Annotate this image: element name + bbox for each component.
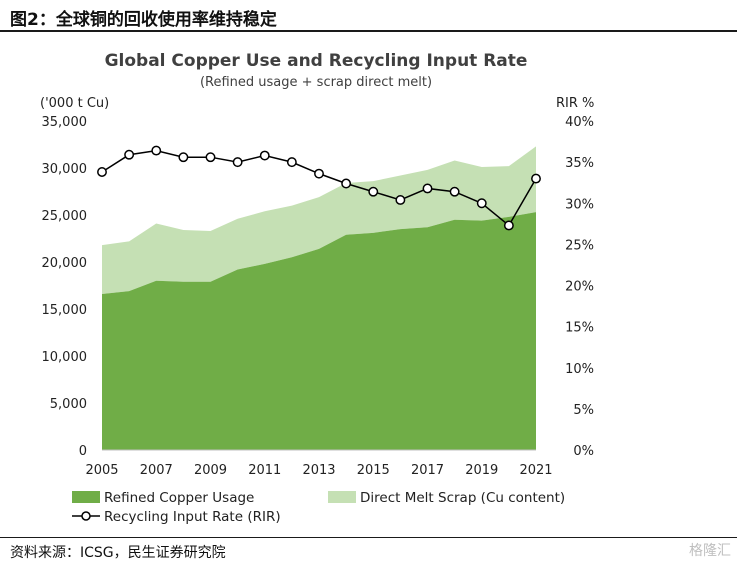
y-left-tick-label: 20,000: [42, 256, 88, 271]
rir-point: [97, 167, 107, 177]
chart-svg: Global Copper Use and Recycling Input Ra…: [40, 51, 594, 525]
rir-point: [341, 178, 352, 189]
y-right-tick-label: 0%: [573, 444, 594, 459]
y-right-tick-label: 25%: [565, 238, 594, 253]
y-left-tick-label: 30,000: [42, 162, 88, 177]
y-left-tick-label: 10,000: [42, 350, 88, 365]
y-right-tick-label: 5%: [573, 403, 594, 418]
y-left-axis-label: ('000 t Cu): [40, 96, 109, 111]
rir-point: [503, 220, 514, 231]
x-tick-label: 2021: [519, 463, 552, 478]
legend-label-scrap: Direct Melt Scrap (Cu content): [360, 490, 565, 506]
x-tick-label: 2005: [85, 463, 118, 478]
area-refined-copper-usage: [102, 212, 536, 450]
legend-swatch-scrap: [328, 491, 356, 503]
y-left-tick-label: 5,000: [50, 397, 87, 412]
rir-point: [449, 186, 460, 197]
rir-point: [314, 168, 324, 179]
rir-point: [205, 152, 216, 163]
legend-swatch-rir-marker: [81, 511, 91, 521]
rir-point: [368, 186, 379, 197]
rir-point: [178, 152, 189, 163]
rir-point: [286, 157, 297, 168]
y-right-axis-label: RIR %: [556, 96, 594, 111]
x-tick-label: 2017: [411, 463, 444, 478]
y-right-tick-label: 30%: [565, 197, 594, 212]
y-left-tick-label: 15,000: [42, 303, 88, 318]
bottom-rule: [0, 537, 737, 538]
watermark: 格隆汇: [689, 543, 731, 559]
legend-label-refined: Refined Copper Usage: [104, 490, 254, 506]
x-tick-label: 2007: [140, 463, 173, 478]
y-right-tick-label: 35%: [565, 156, 594, 171]
rir-point: [232, 157, 243, 168]
x-tick-label: 2009: [194, 463, 227, 478]
area-direct-melt-scrap: [102, 146, 536, 294]
y-left-tick-label: 0: [79, 444, 87, 459]
legend: Refined Copper Usage Direct Melt Scrap (…: [72, 490, 565, 525]
y-right-tick-label: 20%: [565, 280, 594, 295]
rir-point: [395, 195, 406, 205]
x-tick-label: 2013: [302, 463, 335, 478]
rir-point: [124, 149, 135, 160]
x-tick-label: 2019: [465, 463, 498, 478]
x-tick-label: 2011: [248, 463, 281, 478]
rir-point: [259, 150, 270, 161]
y-right-tick-label: 10%: [565, 362, 594, 377]
rir-point: [151, 145, 162, 156]
source-note: 资料来源：ICSG，民生证券研究院: [10, 545, 226, 561]
rir-point: [422, 183, 433, 194]
y-right-tick-label: 40%: [565, 115, 594, 130]
chart-title: Global Copper Use and Recycling Input Ra…: [105, 51, 528, 71]
chart-subtitle: (Refined usage + scrap direct melt): [200, 75, 432, 90]
rir-point: [531, 173, 541, 184]
legend-swatch-refined: [72, 491, 100, 503]
figure-title: 图2：全球铜的回收使用率维持稳定: [10, 10, 277, 30]
x-tick-label: 2015: [357, 463, 390, 478]
rir-point: [476, 198, 487, 209]
y-left-tick-label: 35,000: [42, 115, 88, 130]
legend-label-rir: Recycling Input Rate (RIR): [104, 509, 281, 525]
y-left-tick-label: 25,000: [42, 209, 88, 224]
top-rule: [0, 30, 737, 32]
y-right-tick-label: 15%: [565, 321, 594, 336]
